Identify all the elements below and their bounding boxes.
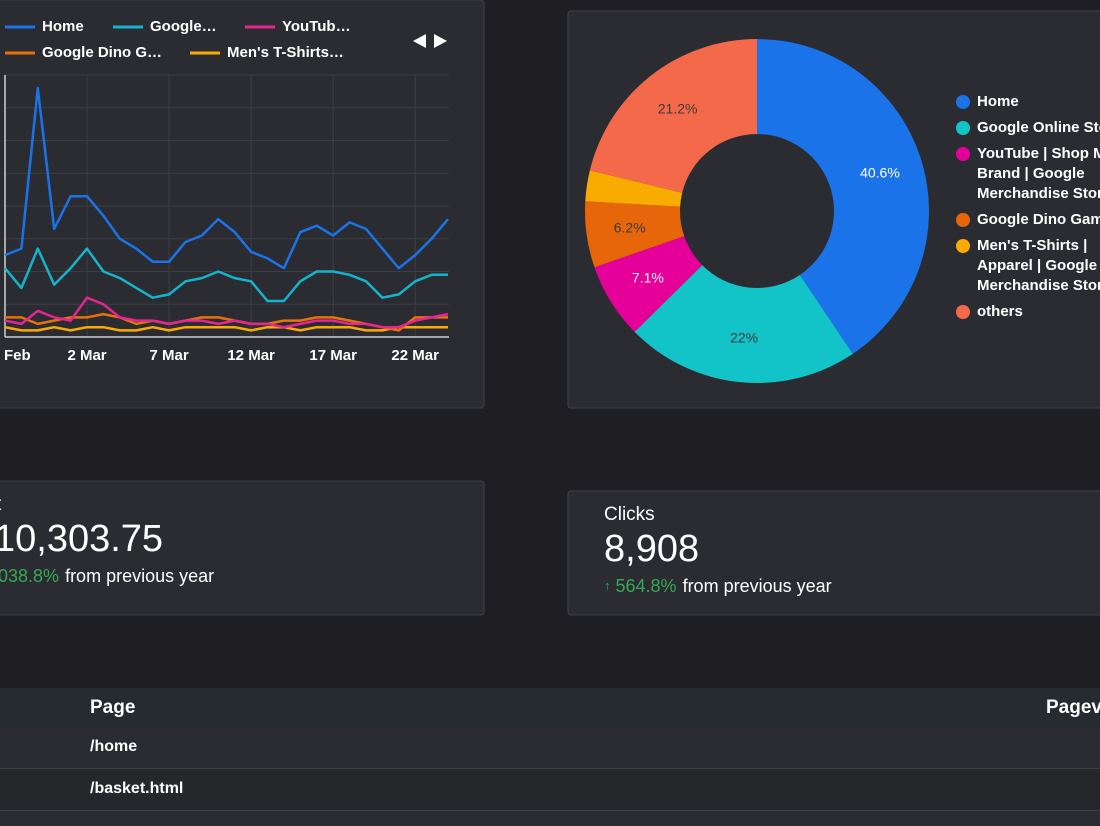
change-suffix: from previous year (65, 566, 214, 586)
pie-slice (585, 170, 683, 207)
scorecard-change: ↑ 564.8% from previous year (604, 576, 832, 596)
table-cell: /basket.html (90, 780, 183, 797)
pie-chart: 40.6% 22% 7.1% 6.2% 21.2% (584, 39, 929, 383)
legend-label: YouTub… (282, 18, 351, 35)
series-line (4, 296, 449, 329)
legend-dot (956, 305, 970, 319)
change-value: 038.8% (0, 566, 59, 586)
scorecard-label: t (0, 494, 2, 515)
x-tick-label: 22 Mar (391, 347, 439, 364)
column-header[interactable]: Pagev (1046, 697, 1100, 718)
legend-dot (956, 121, 970, 135)
legend-item: Google Dino Gam (955, 210, 1100, 230)
scorecard (0, 480, 485, 616)
column-header[interactable]: Page (90, 697, 135, 718)
table-row (0, 728, 1100, 768)
x-tick-label: 17 Mar (309, 347, 357, 364)
x-tick-label: 2 Mar (67, 347, 106, 364)
x-tick-label: Feb (4, 347, 31, 364)
legend-dot (956, 213, 970, 227)
scorecard-value: 8,908 (604, 528, 699, 570)
series-line (4, 325, 448, 332)
pie-slice (634, 265, 853, 383)
table-row (0, 769, 1100, 810)
change-suffix: from previous year (683, 576, 832, 596)
data-label: 6.2% (614, 219, 646, 235)
scorecard-change: 038.8% from previous year (0, 566, 214, 586)
legend-label: Home (977, 93, 1019, 110)
legend-item: YouTube | Shop M Brand | Google Merchand… (955, 144, 1100, 204)
pie-slice (584, 201, 685, 268)
legend-dot (956, 147, 970, 161)
pie-legend: Home Google Online Sto YouTube | Shop M Br… (955, 92, 1100, 328)
data-label: 40.6% (860, 164, 900, 180)
legend-label: Men's T-Shirts | Apparel | Google Mercha… (977, 237, 1100, 294)
legend-item: Google Online Sto (955, 118, 1100, 138)
series-line (4, 247, 448, 303)
data-label: 7.1% (632, 270, 664, 286)
data-label: 21.2% (658, 101, 698, 117)
legend-prev[interactable] (413, 34, 426, 48)
pie-slice (594, 236, 703, 332)
table-row (0, 811, 1100, 826)
legend-item: Men's T-Shirts | Apparel | Google Mercha… (955, 236, 1100, 296)
line-chart: Feb 2 Mar 7 Mar 12 Mar 17 Mar 22 Mar Home Googl… (4, 18, 449, 364)
pie-slice (589, 39, 757, 193)
line-chart-card (0, 0, 485, 409)
data-label: 22% (730, 330, 758, 346)
x-tick-label: 7 Mar (149, 347, 188, 364)
table-cell: /home (90, 738, 137, 755)
legend-next[interactable] (434, 34, 447, 48)
table-header (0, 688, 1100, 728)
scorecard-value: 10,303.75 (0, 518, 163, 560)
legend-label: Google Dino Gam (977, 211, 1100, 228)
legend-item: others (955, 302, 1100, 322)
legend-label: Men's T-Shirts… (227, 44, 344, 61)
legend-label: others (977, 303, 1023, 320)
series-line (4, 86, 449, 270)
legend-dot (956, 239, 970, 253)
x-tick-label: 12 Mar (227, 347, 275, 364)
legend-item: Home (955, 92, 1100, 112)
legend-label: Google Dino G… (42, 44, 162, 61)
legend-label: Google Online Sto (977, 119, 1100, 136)
legend-dot (956, 95, 970, 109)
scorecard (567, 490, 1100, 616)
legend-label: Home (42, 18, 84, 35)
pie-slice (757, 39, 929, 354)
change-value: 564.8% (616, 576, 677, 596)
legend-label: Google… (150, 18, 217, 35)
legend-label: YouTube | Shop M Brand | Google Merchand… (977, 145, 1100, 202)
scorecard-label: Clicks (604, 504, 655, 525)
change-arrow: ↑ (604, 578, 611, 593)
